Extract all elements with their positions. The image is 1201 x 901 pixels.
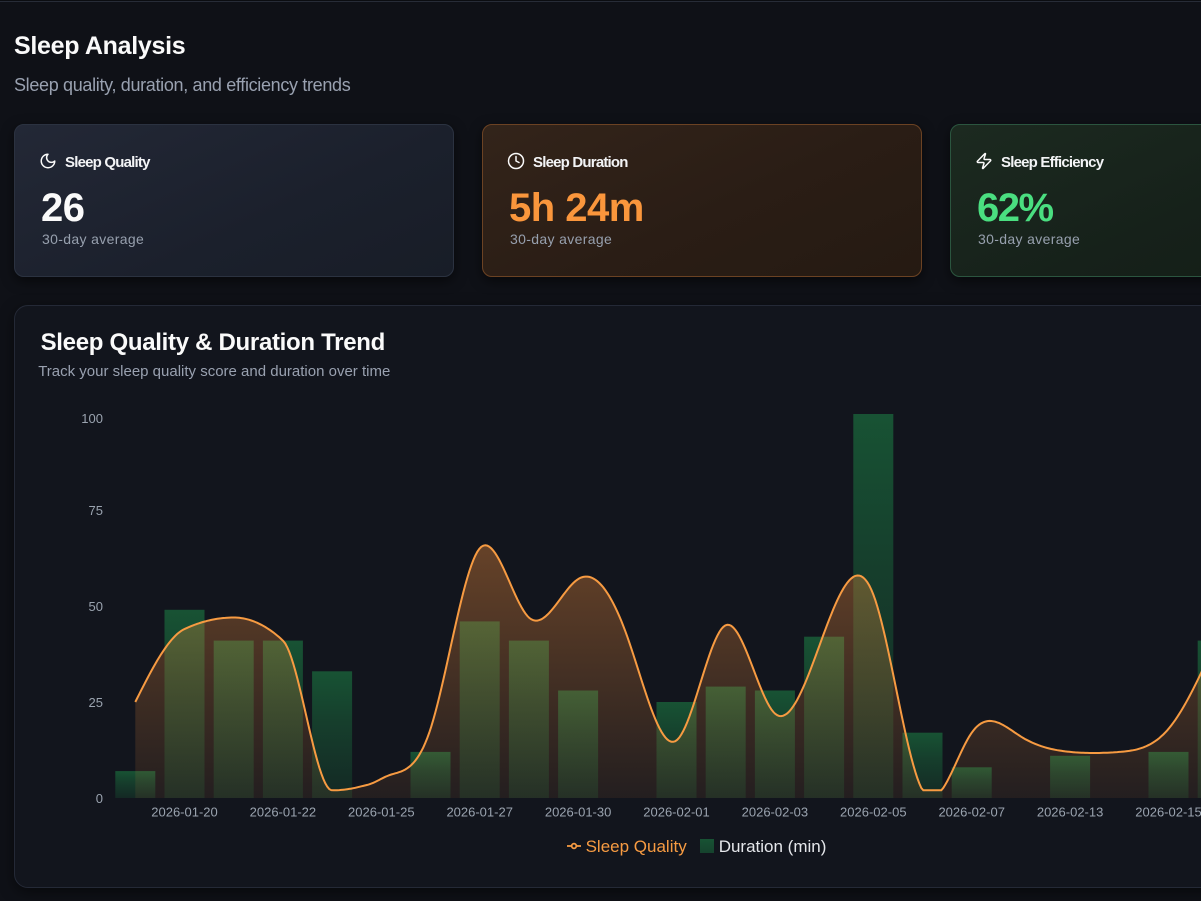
svg-text:2026-01-25: 2026-01-25 — [348, 805, 415, 820]
svg-text:50: 50 — [89, 599, 103, 614]
svg-text:100: 100 — [81, 411, 103, 426]
svg-text:2026-02-07: 2026-02-07 — [938, 805, 1005, 820]
svg-text:25: 25 — [89, 695, 103, 710]
svg-text:2026-01-30: 2026-01-30 — [545, 805, 612, 820]
svg-text:2026-02-13: 2026-02-13 — [1037, 805, 1104, 820]
svg-text:2026-02-03: 2026-02-03 — [742, 805, 809, 820]
svg-text:2026-01-27: 2026-01-27 — [446, 805, 513, 820]
svg-text:2026-02-01: 2026-02-01 — [643, 805, 710, 820]
svg-text:2026-01-20: 2026-01-20 — [151, 805, 218, 820]
svg-text:2026-02-15: 2026-02-15 — [1135, 805, 1201, 820]
svg-text:0: 0 — [96, 791, 103, 806]
svg-text:75: 75 — [89, 503, 103, 518]
svg-text:2026-01-22: 2026-01-22 — [250, 805, 317, 820]
svg-text:2026-02-05: 2026-02-05 — [840, 805, 907, 820]
